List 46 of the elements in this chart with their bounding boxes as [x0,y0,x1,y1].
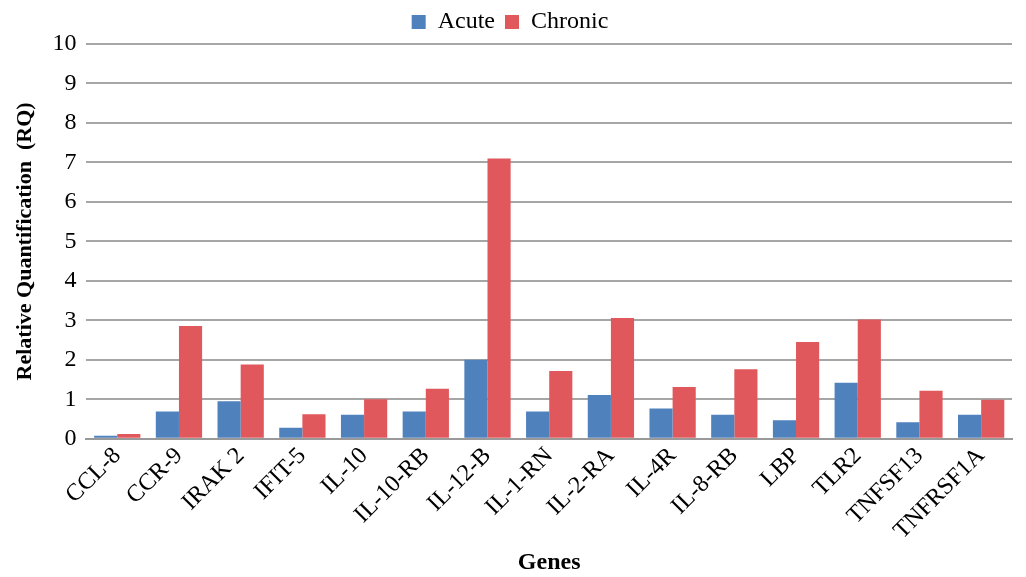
x-axis-title: Genes [517,547,581,574]
bar [279,427,303,438]
bar [464,359,488,438]
bar [178,325,203,438]
bar [340,414,365,438]
bar [364,399,388,438]
bar [981,399,1005,438]
y-tick-label: 6 [64,187,77,214]
bar [672,387,696,438]
bar [302,414,326,438]
bar [587,395,611,438]
bar [217,401,241,438]
bar [796,342,820,438]
y-tick-label: 10 [52,29,77,56]
bar [117,434,141,438]
bar [610,318,635,438]
bar [487,158,511,438]
y-tick-label: 4 [64,266,77,293]
legend-label: Acute [437,7,495,34]
legend-label: Chronic [530,7,609,34]
y-tick-label: 7 [64,147,77,174]
bar [857,319,881,438]
bar [425,388,449,438]
y-tick-label: 8 [64,108,77,135]
y-tick-label: 0 [64,424,77,451]
bar [649,408,673,438]
y-tick-label: 1 [64,384,77,411]
y-tick-label: 9 [64,68,77,95]
bar [896,422,920,438]
bar [919,390,943,438]
bar [94,435,118,438]
bar [734,369,758,438]
y-tick-label: 3 [64,305,77,332]
bar [526,411,550,438]
bar [834,382,858,438]
y-axis-title: Relative Quantification (RQ) [10,102,36,381]
y-tick-label: 5 [64,226,77,253]
bar [402,411,426,438]
bar [772,420,797,438]
x-tick-label: LBP [754,441,805,492]
bar [711,414,735,438]
bar [549,370,573,438]
bar [958,414,982,438]
bar [155,411,179,438]
y-tick-label: 2 [64,345,77,372]
bar [240,364,264,438]
